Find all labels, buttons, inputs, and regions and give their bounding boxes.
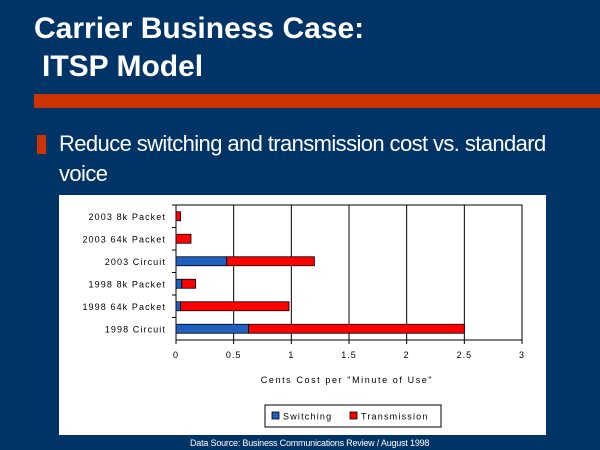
bar-transmission: [181, 278, 197, 289]
category-label: 1998 8k Packet: [89, 279, 166, 289]
bar-transmission: [248, 323, 465, 334]
bullet-text: Reduce switching and transmission cost v…: [59, 131, 546, 186]
category-label: 2003 8k Packet: [89, 212, 166, 222]
x-axis-label: Cents Cost per "Minute of Use": [261, 375, 433, 385]
legend-label: Switching: [283, 412, 332, 422]
bar-switching: [175, 278, 183, 289]
x-tick-label: 1: [288, 350, 294, 360]
data-source-note: Data Source: Business Communications Rev…: [190, 438, 430, 448]
chart-area: 0 0.5 1 1.5 2 2.5 3 Cents Cost per "Minute of U…: [59, 195, 546, 435]
bar-switching: [175, 256, 228, 267]
legend-label: Transmission: [361, 412, 429, 422]
slide-title-line2: ITSP Model: [42, 50, 204, 83]
x-tick-label: 2: [404, 350, 410, 360]
title-divider: [34, 94, 600, 108]
slide-title: Carrier Business Case: ITSP Model: [34, 10, 574, 86]
slide-title-line1: Carrier Business Case:: [34, 12, 365, 45]
bullet-marker-icon: [37, 135, 46, 154]
bar-transmission: [226, 256, 315, 267]
x-tick-label: 3: [519, 350, 525, 360]
bar-switching: [175, 301, 182, 312]
legend-swatch: [271, 411, 280, 420]
bar-switching: [175, 323, 250, 334]
category-label: 1998 64k Packet: [82, 302, 166, 312]
category-label: 2003 64k Packet: [82, 234, 166, 244]
category-label: 2003 Circuit: [105, 257, 166, 267]
cost-bar-chart: 0 0.5 1 1.5 2 2.5 3 Cents Cost per "Minute of U…: [82, 204, 525, 428]
category-label: 1998 Circuit: [105, 324, 166, 334]
x-tick-label: 0: [173, 350, 179, 360]
legend-swatch: [349, 411, 358, 420]
bar-transmission: [175, 211, 182, 222]
bar-transmission: [175, 233, 192, 244]
bar-transmission: [180, 301, 290, 312]
x-tick-label: 2.5: [457, 350, 473, 360]
x-tick-label: 1.5: [341, 350, 357, 360]
x-tick-label: 0.5: [226, 350, 242, 360]
